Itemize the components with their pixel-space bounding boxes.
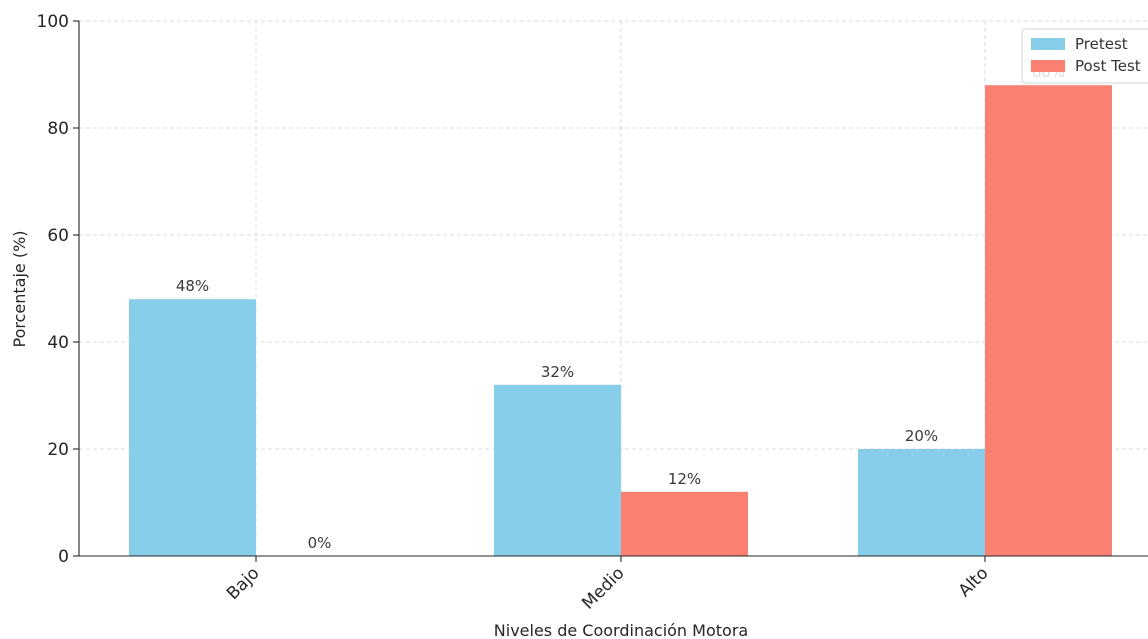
bar-value-label: 20% <box>905 427 938 445</box>
y-tick-labels: 0 20 40 60 80 100 <box>37 12 69 567</box>
bar-pretest-medio <box>494 385 621 556</box>
legend-swatch <box>1031 60 1065 72</box>
y-tick-label: 0 <box>58 547 69 567</box>
legend-swatch <box>1031 38 1065 50</box>
bar-post-test-alto <box>985 85 1112 556</box>
y-tick-label: 80 <box>47 119 69 139</box>
bar-pretest-alto <box>858 449 985 556</box>
bar-post-test-medio <box>621 492 748 556</box>
x-tick-label: Bajo <box>223 563 263 603</box>
y-tick-label: 100 <box>37 12 69 32</box>
bar-pretest-bajo <box>129 299 256 556</box>
bar-value-label: 12% <box>668 470 701 488</box>
y-axis-label: Porcentaje (%) <box>10 230 29 347</box>
y-tick-label: 60 <box>47 226 69 246</box>
bars <box>129 85 1112 556</box>
legend-entry-label: Post Test <box>1075 57 1141 75</box>
legend: Pretest Post Test <box>1022 29 1148 83</box>
bar-value-label: 0% <box>308 534 332 552</box>
legend-entry-label: Pretest <box>1075 35 1128 53</box>
x-tick-label: Alto <box>955 563 993 601</box>
y-tick-label: 20 <box>47 440 69 460</box>
x-tick-label: Medio <box>578 563 628 613</box>
x-axis-label: Niveles de Coordinación Motora <box>494 621 748 639</box>
bar-value-label: 32% <box>541 363 574 381</box>
x-tick-labels: Bajo Medio Alto <box>223 563 992 613</box>
y-tick-label: 40 <box>47 333 69 353</box>
bar-value-label: 48% <box>176 277 209 295</box>
